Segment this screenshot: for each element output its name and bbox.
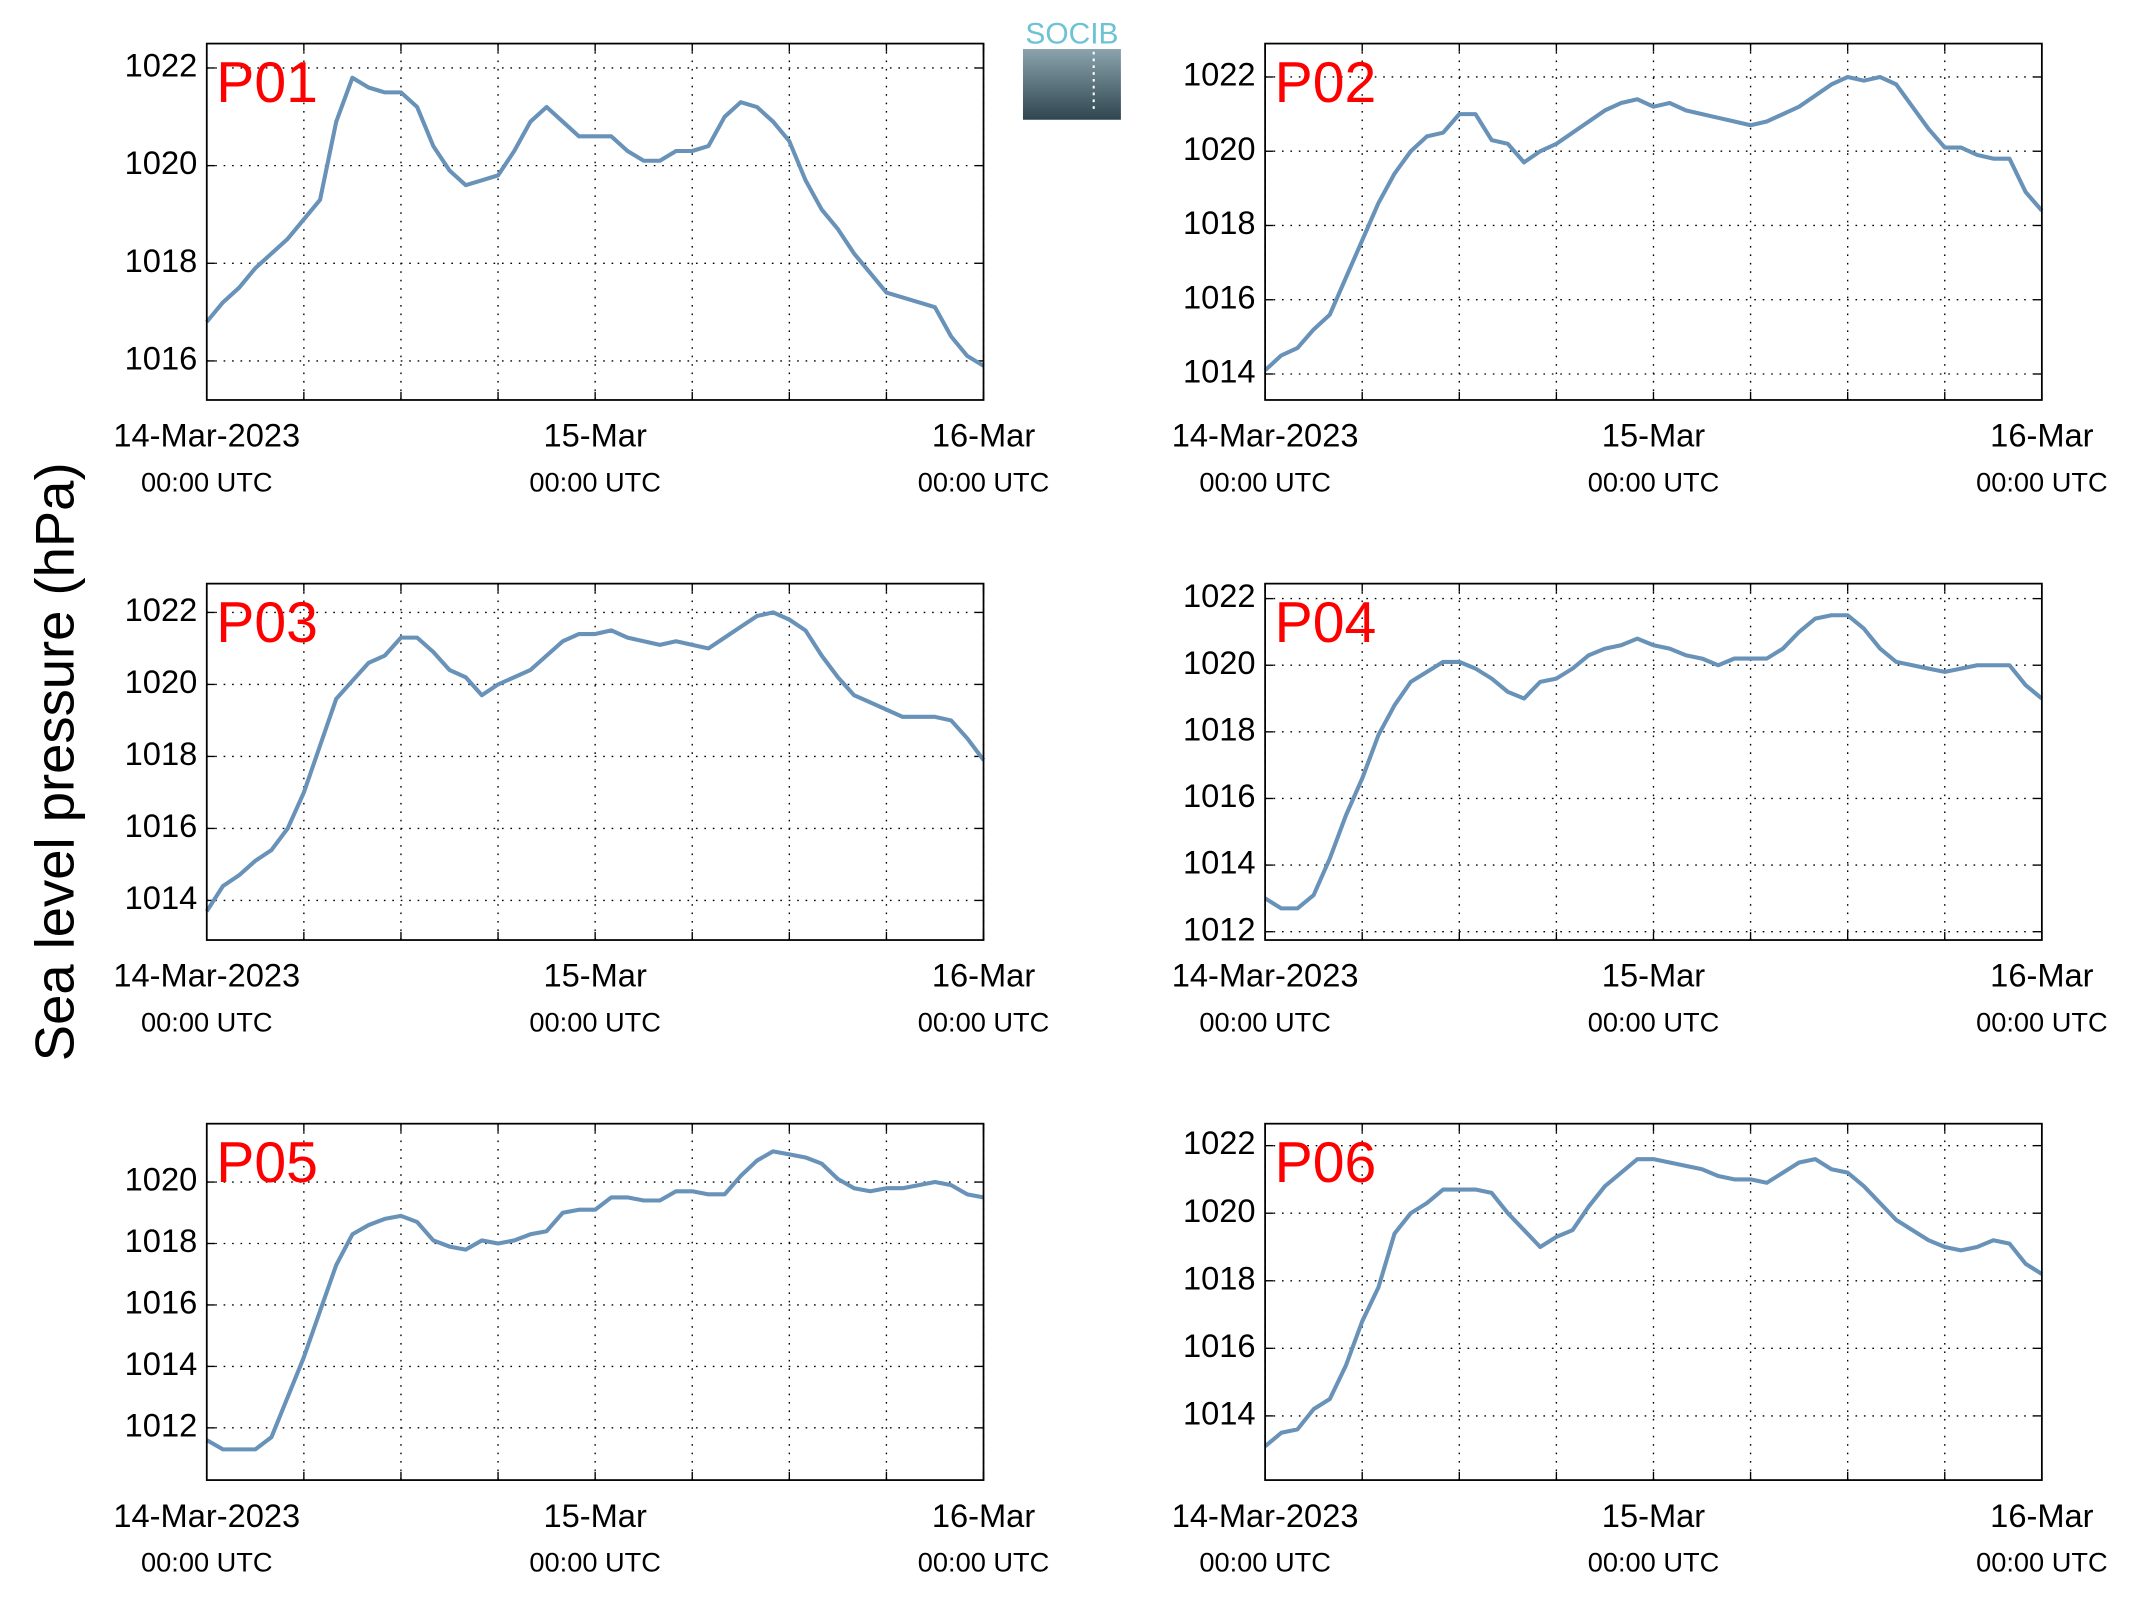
panel: 1014 1016 1018 1020 1022 14-Mar-2023 00:00 UTC… <box>1172 1122 2108 1578</box>
data-line <box>1263 1157 2043 1448</box>
x-tick-sublabel: 00:00 UTC <box>141 467 272 498</box>
y-tick-label: 1014 <box>125 1345 198 1382</box>
plot-frame <box>1264 1122 2043 1481</box>
x-tick-label: 14-Mar-2023 <box>113 1497 300 1534</box>
panel-title: P01 <box>216 51 318 115</box>
x-tick-label: 16-Mar <box>932 957 1035 994</box>
data-line <box>205 1149 984 1452</box>
panel-title: P06 <box>1275 1131 1377 1195</box>
x-tick-label: 16-Mar <box>932 1497 1035 1534</box>
y-tick-label: 1012 <box>125 1406 198 1443</box>
y-tick-label: 1012 <box>1183 910 1256 947</box>
panel-title: P02 <box>1275 51 1377 115</box>
x-tick-sublabel: 00:00 UTC <box>918 467 1049 498</box>
data-line <box>205 610 986 913</box>
y-tick-label: 1014 <box>1183 1395 1256 1432</box>
data-line <box>1264 613 2044 911</box>
x-tick-label: 16-Mar <box>1990 957 2093 994</box>
data-line <box>205 75 985 368</box>
logo-block <box>1022 49 1121 120</box>
y-tick-label: 1020 <box>1183 644 1256 681</box>
y-tick-label: 1014 <box>125 879 198 916</box>
plot-frame <box>1264 582 2043 941</box>
x-tick-label: 15-Mar <box>1602 417 1705 454</box>
y-tick-label: 1022 <box>1183 1124 1256 1161</box>
panel: 1014 1016 1018 1020 1022 14-Mar-2023 00:00 UTC… <box>113 582 1049 1038</box>
x-tick-label: 15-Mar <box>543 417 646 454</box>
x-tick-label: 16-Mar <box>1990 417 2093 454</box>
data-line <box>1263 74 2044 372</box>
y-tick-label: 1022 <box>1183 56 1256 93</box>
x-tick-sublabel: 00:00 UTC <box>1976 1007 2107 1038</box>
x-tick-sublabel: 00:00 UTC <box>1588 1007 1719 1038</box>
panel-title: P05 <box>216 1131 318 1195</box>
y-tick-label: 1018 <box>1183 710 1256 747</box>
y-tick-label: 1020 <box>125 1161 198 1198</box>
y-tick-label: 1016 <box>125 807 198 844</box>
y-tick-label: 1016 <box>125 340 198 377</box>
x-tick-sublabel: 00:00 UTC <box>1588 467 1719 498</box>
logo: SOCIB <box>1022 18 1121 120</box>
logo-text: SOCIB <box>1025 18 1118 51</box>
y-tick-label: 1016 <box>1183 1327 1256 1364</box>
panel: 1016 1018 1020 1022 14-Mar-2023 00:00 UTC 15-M… <box>113 42 1049 498</box>
plot-frame <box>205 582 985 941</box>
x-tick-label: 14-Mar-2023 <box>1172 957 1359 994</box>
x-tick-sublabel: 00:00 UTC <box>1199 1007 1330 1038</box>
x-tick-label: 14-Mar-2023 <box>113 417 300 454</box>
x-tick-label: 14-Mar-2023 <box>1172 417 1359 454</box>
y-tick-label: 1018 <box>1183 204 1256 241</box>
panel-title: P04 <box>1275 591 1377 655</box>
y-tick-label: 1022 <box>125 47 198 84</box>
y-axis-label: Sea level pressure (hPa) <box>24 462 85 1061</box>
x-tick-sublabel: 00:00 UTC <box>529 1547 660 1578</box>
y-tick-label: 1018 <box>1183 1259 1256 1296</box>
y-tick-label: 1014 <box>1183 353 1256 390</box>
x-tick-label: 15-Mar <box>1602 957 1705 994</box>
x-tick-sublabel: 00:00 UTC <box>1588 1547 1719 1578</box>
y-tick-label: 1018 <box>125 1222 198 1259</box>
y-tick-label: 1016 <box>1183 777 1256 814</box>
y-tick-label: 1020 <box>1183 1192 1256 1229</box>
plot-frame <box>205 42 985 401</box>
x-tick-label: 15-Mar <box>1602 1497 1705 1534</box>
plot-frame <box>205 1122 985 1481</box>
y-tick-label: 1016 <box>1183 278 1256 315</box>
panel: 1014 1016 1018 1020 1022 14-Mar-2023 00:00 UTC… <box>1172 42 2108 498</box>
y-tick-label: 1018 <box>125 735 198 772</box>
y-tick-label: 1016 <box>125 1284 198 1321</box>
x-tick-sublabel: 00:00 UTC <box>1199 1547 1330 1578</box>
x-tick-label: 15-Mar <box>543 957 646 994</box>
x-tick-sublabel: 00:00 UTC <box>1976 467 2107 498</box>
x-tick-sublabel: 00:00 UTC <box>529 467 660 498</box>
y-tick-label: 1020 <box>125 144 198 181</box>
x-tick-label: 14-Mar-2023 <box>1172 1497 1359 1534</box>
plot-frame <box>1264 42 2043 401</box>
x-tick-label: 16-Mar <box>932 417 1035 454</box>
y-tick-label: 1014 <box>1183 844 1256 881</box>
x-tick-label: 15-Mar <box>543 1497 646 1534</box>
x-tick-sublabel: 00:00 UTC <box>1199 467 1330 498</box>
panel-title: P03 <box>216 591 318 655</box>
y-tick-label: 1022 <box>125 591 198 628</box>
y-tick-label: 1018 <box>125 242 198 279</box>
y-tick-label: 1020 <box>1183 130 1256 167</box>
x-tick-sublabel: 00:00 UTC <box>141 1547 272 1578</box>
x-tick-sublabel: 00:00 UTC <box>529 1007 660 1038</box>
y-tick-label: 1022 <box>1183 577 1256 614</box>
x-tick-sublabel: 00:00 UTC <box>141 1007 272 1038</box>
x-tick-sublabel: 00:00 UTC <box>1976 1547 2107 1578</box>
x-tick-label: 14-Mar-2023 <box>113 957 300 994</box>
x-tick-sublabel: 00:00 UTC <box>918 1547 1049 1578</box>
y-tick-label: 1020 <box>125 663 198 700</box>
panel: 1012 1014 1016 1018 1020 14-Mar-2023 00:00 UTC… <box>113 1122 1049 1578</box>
panel: 1012 1014 1016 1018 1020 1022 14-Mar-2023 00:00… <box>1172 577 2108 1037</box>
x-tick-label: 16-Mar <box>1990 1497 2093 1534</box>
x-tick-sublabel: 00:00 UTC <box>918 1007 1049 1038</box>
